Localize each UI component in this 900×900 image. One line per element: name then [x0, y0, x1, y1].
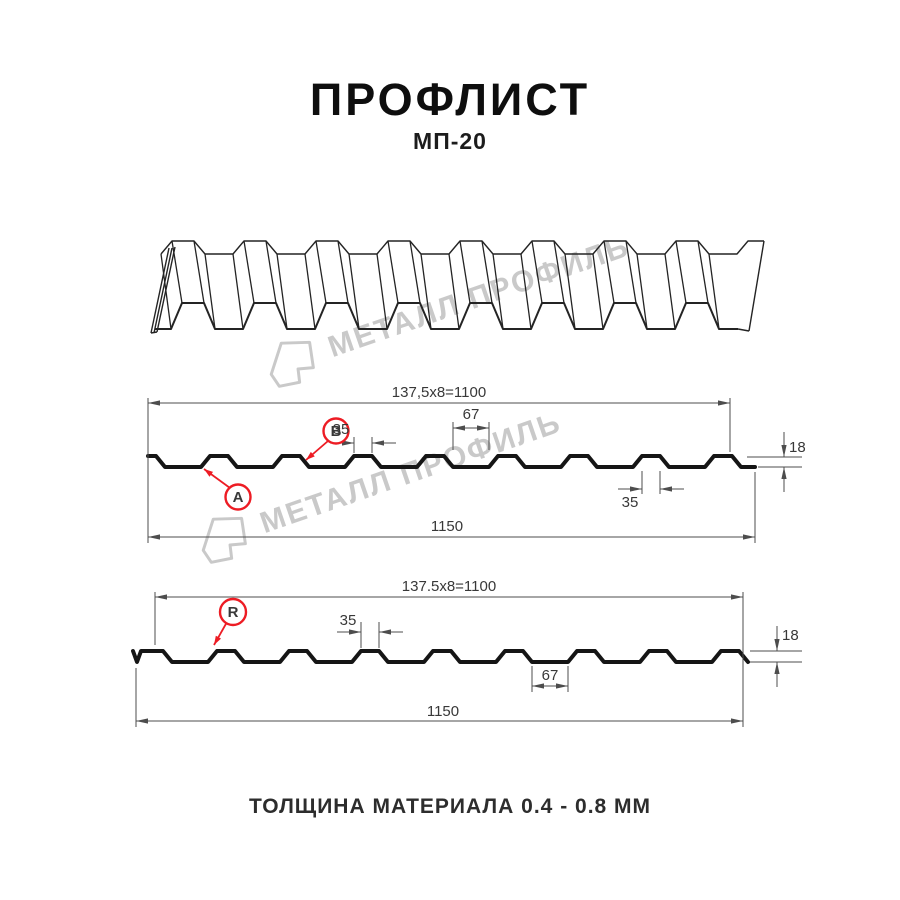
cross-section-side-r	[131, 592, 802, 727]
product-model: МП-20	[413, 128, 487, 154]
dim-span-top-1: 137,5x8=1100	[392, 384, 486, 401]
page-title: ПРОФЛИСТ	[309, 74, 591, 125]
dim-rib-35-bottom-1: 35	[622, 494, 639, 511]
dim-total-1150-1: 1150	[431, 518, 463, 535]
cross-section-side-ab	[146, 398, 802, 543]
dim-rib-35-2: 35	[340, 612, 357, 629]
edge-label-r: R	[228, 604, 239, 621]
dim-span-top-2: 137.5x8=1100	[402, 578, 496, 595]
dimension-labels: 137,5x8=1100 35 67 18 35 1150 137.5x8=11…	[228, 384, 806, 720]
dim-rib-35-top-1: 35	[333, 421, 350, 438]
thickness-note: ТОЛЩИНА МАТЕРИАЛА 0.4 - 0.8 ММ	[248, 795, 652, 818]
sheet-3d-view	[150, 240, 765, 334]
dim-height-18-2: 18	[782, 627, 799, 644]
dim-height-18-1: 18	[789, 439, 806, 456]
dim-groove-67-2: 67	[542, 667, 559, 684]
edge-label-a: A	[233, 489, 244, 506]
edge-label-b: B	[331, 423, 342, 440]
dim-total-1150-2: 1150	[427, 703, 459, 720]
edge-label-annotations	[203, 417, 350, 646]
dim-groove-67-1: 67	[463, 406, 480, 423]
